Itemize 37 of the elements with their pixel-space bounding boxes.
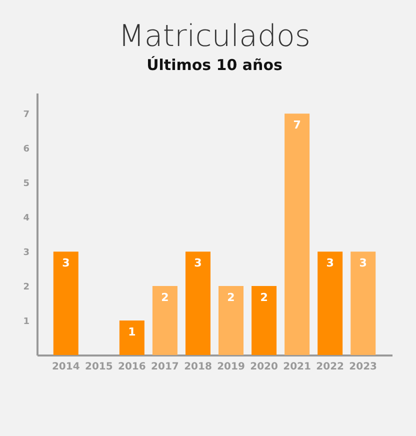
x-tick-label: 2023 [349, 362, 378, 372]
y-tick-label: 3 [23, 248, 30, 258]
x-tick-label: 2014 [52, 362, 80, 372]
data-label: 3 [62, 256, 70, 270]
data-label: 2 [227, 291, 235, 304]
x-tick-label: 2021 [283, 362, 312, 372]
data-label: 1 [128, 326, 136, 339]
x-tick-label: 2016 [118, 362, 146, 372]
y-tick-label: 6 [23, 144, 30, 155]
x-tick-label: 2017 [151, 362, 179, 372]
x-tick-label: 2018 [184, 362, 212, 372]
bar [152, 286, 178, 355]
bar [284, 114, 310, 355]
x-tick-label: 2015 [84, 362, 113, 372]
y-tick-label: 2 [23, 282, 30, 293]
y-tick-label: 1 [23, 317, 30, 328]
y-tick-label: 4 [23, 214, 30, 224]
bar [119, 320, 144, 355]
bar [318, 252, 343, 355]
data-label: 7 [293, 118, 301, 132]
bar [252, 286, 277, 355]
bar [350, 252, 376, 355]
x-tick-label: 2019 [217, 362, 245, 372]
data-label: 2 [161, 291, 169, 304]
x-tick-label: 2022 [316, 362, 344, 372]
x-tick-label: 2020 [250, 362, 278, 372]
data-label: 3 [194, 256, 202, 270]
bar [53, 252, 78, 355]
data-label: 3 [359, 256, 367, 270]
bar [185, 252, 210, 355]
y-tick-label: 7 [23, 110, 30, 120]
bar [218, 286, 244, 355]
chart-title: Matriculados [118, 19, 310, 54]
data-label: 2 [260, 291, 268, 304]
data-label: 3 [326, 256, 334, 270]
chart-subtitle: Últimos 10 años [146, 56, 282, 74]
y-tick-label: 5 [23, 179, 30, 190]
